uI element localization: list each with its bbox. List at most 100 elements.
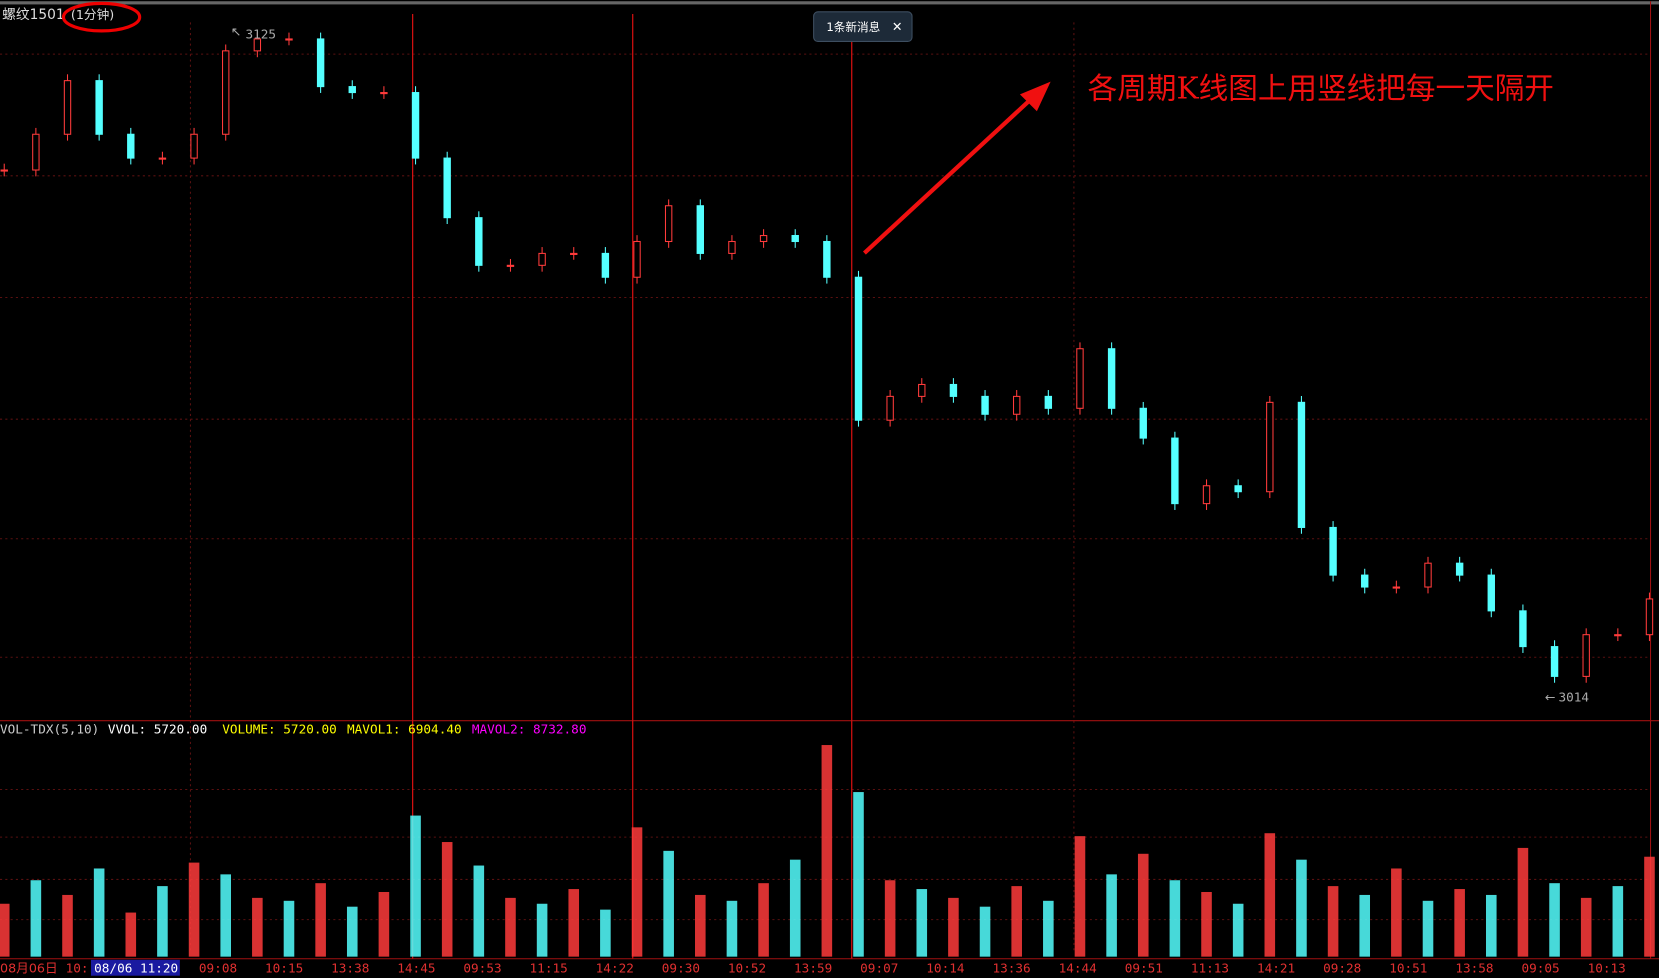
- candle: [981, 395, 989, 415]
- volume-bar: [600, 909, 611, 957]
- time-label: 09:28: [1323, 961, 1361, 976]
- candle: [633, 240, 641, 278]
- candle: [1107, 348, 1116, 409]
- volume-bar: [1454, 889, 1465, 957]
- candle: [696, 205, 705, 254]
- volume-bar: [1485, 894, 1497, 957]
- time-label: 10:51: [1389, 961, 1427, 976]
- candle: [759, 235, 768, 243]
- candle: [411, 92, 420, 159]
- time-label: 10:15: [265, 961, 303, 976]
- volume-bar: [1232, 903, 1244, 957]
- volume-bar: [410, 815, 421, 957]
- volume-bar: [1549, 883, 1560, 957]
- volume-bar: [1043, 900, 1054, 957]
- candle: [1582, 634, 1590, 677]
- candle: [127, 133, 135, 159]
- candle: [1139, 407, 1147, 439]
- candle: [0, 169, 8, 172]
- volume-bars: [0, 745, 1655, 957]
- mavol2: MAVOL2: 8732.80: [472, 721, 587, 736]
- time-label: 11:15: [530, 961, 568, 976]
- candle: [158, 157, 167, 160]
- time-label: 11:13: [1191, 961, 1229, 976]
- annotation-arrow: [862, 97, 1034, 255]
- time-label: 13:38: [331, 961, 369, 976]
- candle: [1361, 574, 1369, 588]
- candle: [348, 86, 356, 94]
- volume-bar: [0, 903, 10, 957]
- candle: [222, 50, 230, 135]
- volume-bar: [1201, 891, 1212, 957]
- candle: [63, 80, 72, 135]
- candle: [918, 383, 926, 397]
- notification-text[interactable]: 1条新消息: [826, 20, 880, 34]
- candle: [475, 217, 483, 266]
- volume-bar: [821, 745, 833, 957]
- volume-bar: [346, 906, 358, 957]
- time-label: 13:58: [1455, 961, 1493, 976]
- volume-bar: [505, 897, 516, 957]
- candle: [854, 276, 863, 421]
- mavol1: MAVOL1: 6904.40: [347, 721, 462, 736]
- time-label: 10:14: [926, 961, 965, 976]
- volume-bar: [473, 865, 485, 957]
- candle: [1202, 485, 1211, 505]
- volume-bar: [631, 827, 643, 957]
- time-label: 10:13: [1588, 961, 1626, 976]
- volume-bar: [979, 906, 991, 957]
- candle: [886, 395, 894, 421]
- time-label: 09:08: [199, 961, 237, 976]
- candle: [1012, 395, 1021, 415]
- cursor-box: [90, 959, 180, 976]
- arrow-head: [1019, 81, 1051, 112]
- candle: [1550, 646, 1559, 677]
- time-label: 14:45: [397, 961, 435, 976]
- volume-bar: [283, 900, 295, 957]
- volume-bar: [1612, 886, 1624, 957]
- candle: [1297, 401, 1306, 528]
- volume-bar: [1074, 836, 1086, 957]
- volume-bar: [726, 900, 738, 957]
- candle: [1487, 574, 1495, 612]
- candle: [949, 383, 958, 397]
- low-label: 3014: [1558, 690, 1589, 705]
- volume-bar: [441, 842, 453, 957]
- notification-box[interactable]: [813, 11, 913, 42]
- volume-bar: [1580, 897, 1592, 957]
- time-axis: [0, 958, 1659, 977]
- time-label: 13:59: [794, 961, 832, 976]
- candle: [823, 240, 831, 278]
- time-label: 14:22: [596, 961, 634, 976]
- candle: [380, 92, 388, 95]
- time-label: 14:21: [1257, 961, 1295, 976]
- candle: [601, 252, 610, 278]
- volume-bar: [884, 880, 896, 957]
- volume-bar: [758, 883, 769, 957]
- time-labels: 09:08 10:15 13:38 14:45 09:53 11:15 14:22 09:30…: [199, 961, 1626, 976]
- time-label: 14:44: [1059, 961, 1098, 976]
- candle: [1329, 526, 1337, 576]
- volume-bar: [1137, 853, 1149, 957]
- volume-bar: [1422, 900, 1434, 957]
- volume-bar: [93, 868, 105, 957]
- axis-cursor: 08/06 11:20: [94, 961, 178, 976]
- candle: [285, 38, 293, 41]
- high-label: 3125: [245, 26, 276, 41]
- candle: [1234, 485, 1242, 493]
- candle: [791, 235, 799, 243]
- indicator-header: VOL-TDX(5,10) VVOL: 5720.00 VOLUME: 5720…: [0, 721, 586, 736]
- top-border: [0, 1, 1659, 5]
- volume-bar: [1011, 886, 1022, 957]
- volume-bar: [1359, 894, 1371, 957]
- volume-bar: [663, 850, 674, 957]
- volume-bar: [1391, 868, 1402, 957]
- volume-bar: [220, 874, 231, 957]
- candle: [570, 252, 578, 255]
- notification-close[interactable]: ✕: [892, 19, 903, 34]
- notification[interactable]: 1条新消息 ✕: [813, 11, 913, 42]
- volume-bar: [568, 889, 580, 957]
- candle: [664, 205, 673, 243]
- axis-cursor-time: 10:: [66, 961, 89, 976]
